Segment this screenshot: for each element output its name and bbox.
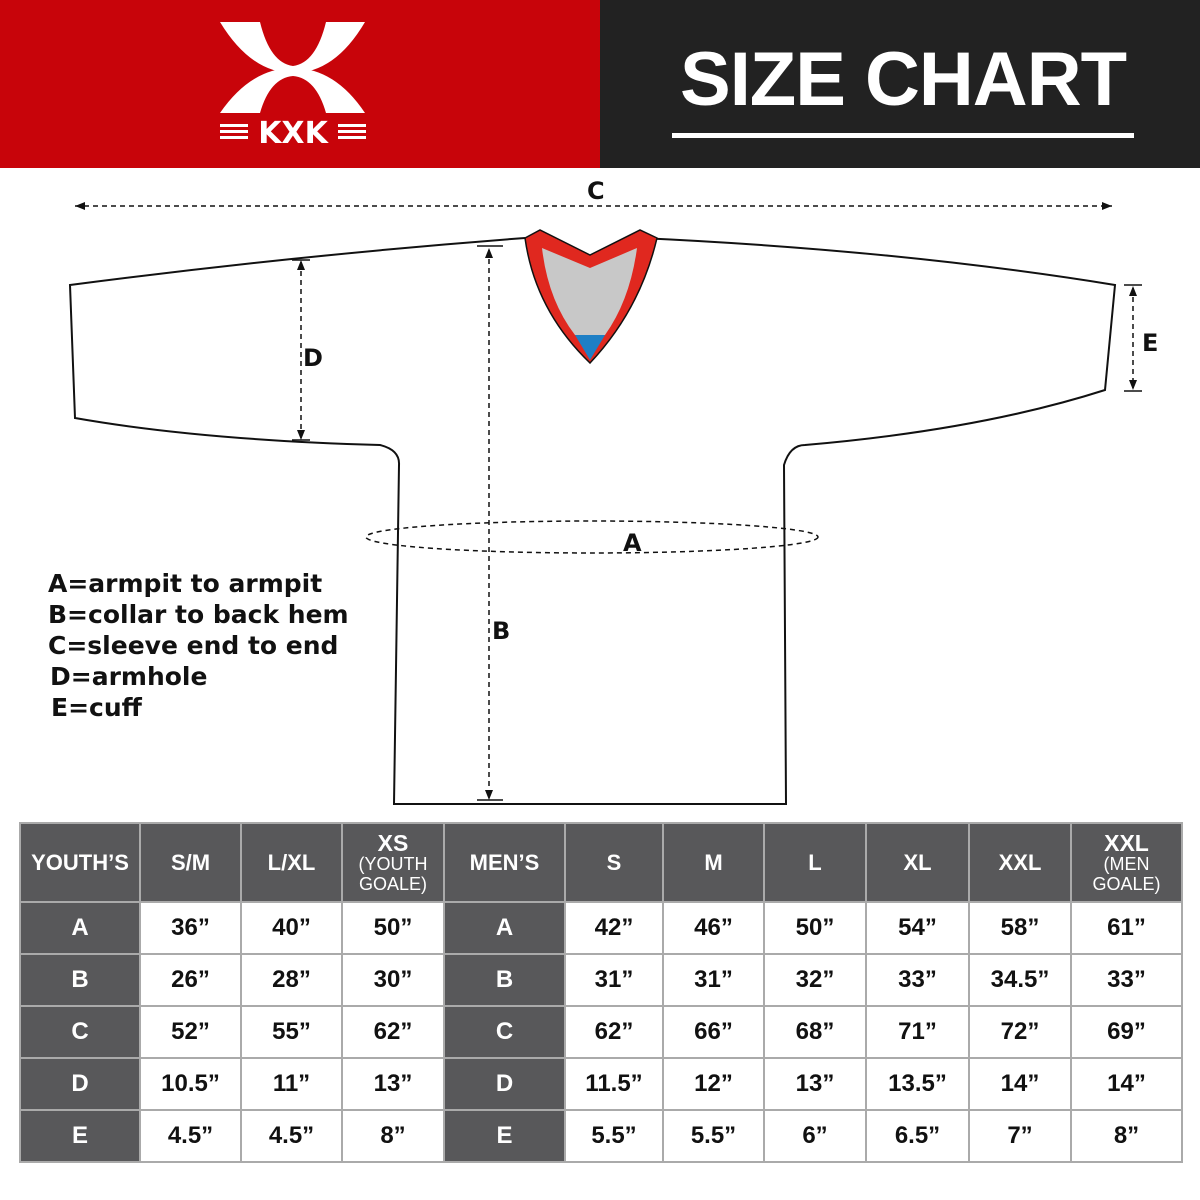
jersey-diagram: [68, 202, 1142, 805]
men-value: 54”: [865, 901, 970, 955]
men-value: 5.5”: [662, 1109, 765, 1163]
men-header: MEN’S: [443, 822, 566, 903]
row-key: E: [443, 1109, 566, 1163]
men-value: 34.5”: [968, 953, 1072, 1007]
size-note: GOALE): [1092, 873, 1161, 894]
row-key: B: [19, 953, 141, 1007]
table-row: E 4.5” 4.5” 8” E 5.5” 5.5” 6” 6.5” 7” 8”: [19, 1109, 1183, 1163]
youth-value: 40”: [240, 901, 343, 955]
men-value: 8”: [1070, 1109, 1183, 1163]
row-key: E: [19, 1109, 141, 1163]
men-value: 13”: [763, 1057, 867, 1111]
table-header-row: YOUTH’S S/M L/XL XS (YOUTH GOALE) MEN’S S M L XL XX…: [19, 822, 1183, 903]
men-value: 14”: [1070, 1057, 1183, 1111]
kxk-logo: KXK: [220, 22, 366, 148]
legend-item: E=cuff: [51, 693, 142, 722]
title-banner: [600, 0, 1200, 168]
men-value: 61”: [1070, 901, 1183, 955]
row-key: C: [443, 1005, 566, 1059]
size-header: M: [662, 822, 765, 903]
men-value: 31”: [564, 953, 664, 1007]
legend-item: A=armpit to armpit: [48, 569, 323, 598]
men-value: 32”: [763, 953, 867, 1007]
size-header: S: [564, 822, 664, 903]
men-value: 42”: [564, 901, 664, 955]
youth-value: 4.5”: [240, 1109, 343, 1163]
men-value: 11.5”: [564, 1057, 664, 1111]
size-note: (MEN: [1103, 853, 1150, 874]
row-key: B: [443, 953, 566, 1007]
row-key: D: [443, 1057, 566, 1111]
youth-value: 11”: [240, 1057, 343, 1111]
row-key: C: [19, 1005, 141, 1059]
youth-value: 10.5”: [139, 1057, 242, 1111]
measurement-legend: A=armpit to armpit B=collar to back hem …: [48, 568, 349, 723]
row-key: D: [19, 1057, 141, 1111]
legend-item: D=armhole: [50, 662, 208, 691]
size-header: XXL: [968, 822, 1072, 903]
row-key: A: [443, 901, 566, 955]
svg-text:KXK: KXK: [258, 116, 329, 148]
men-value: 5.5”: [564, 1109, 664, 1163]
size-name: XXL: [1104, 829, 1149, 856]
table-row: A 36” 40” 50” A 42” 46” 50” 54” 58” 61”: [19, 901, 1183, 955]
size-header: L: [763, 822, 867, 903]
men-value: 33”: [1070, 953, 1183, 1007]
legend-item: C=sleeve end to end: [48, 631, 339, 660]
youth-value: 4.5”: [139, 1109, 242, 1163]
youth-header: YOUTH’S: [19, 822, 141, 903]
size-note: GOALE): [358, 873, 428, 894]
youth-value: 55”: [240, 1005, 343, 1059]
youth-value: 50”: [341, 901, 445, 955]
men-value: 12”: [662, 1057, 765, 1111]
men-value: 68”: [763, 1005, 867, 1059]
men-value: 72”: [968, 1005, 1072, 1059]
label-b: B: [492, 617, 511, 645]
table-row: B 26” 28” 30” B 31” 31” 32” 33” 34.5” 33”: [19, 953, 1183, 1007]
youth-value: 52”: [139, 1005, 242, 1059]
youth-value: 30”: [341, 953, 445, 1007]
men-value: 58”: [968, 901, 1072, 955]
size-header: XXL (MEN GOALE): [1070, 822, 1183, 903]
men-value: 6.5”: [865, 1109, 970, 1163]
size-header: L/XL: [240, 822, 343, 903]
label-a: A: [623, 529, 642, 557]
size-header: S/M: [139, 822, 242, 903]
men-value: 50”: [763, 901, 867, 955]
men-value: 7”: [968, 1109, 1072, 1163]
men-value: 66”: [662, 1005, 765, 1059]
youth-value: 26”: [139, 953, 242, 1007]
men-value: 6”: [763, 1109, 867, 1163]
label-d: D: [303, 344, 323, 372]
youth-value: 36”: [139, 901, 242, 955]
men-value: 46”: [662, 901, 765, 955]
size-header: XS (YOUTH GOALE): [341, 822, 445, 903]
row-key: A: [19, 901, 141, 955]
men-value: 33”: [865, 953, 970, 1007]
men-value: 71”: [865, 1005, 970, 1059]
youth-value: 13”: [341, 1057, 445, 1111]
men-value: 13.5”: [865, 1057, 970, 1111]
men-value: 62”: [564, 1005, 664, 1059]
youth-value: 62”: [341, 1005, 445, 1059]
legend-item: B=collar to back hem: [48, 600, 349, 629]
page-title: SIZE CHART: [680, 37, 1127, 122]
table-row: D 10.5” 11” 13” D 11.5” 12” 13” 13.5” 14” 14”: [19, 1057, 1183, 1111]
size-name: XS: [377, 829, 409, 856]
size-note: (YOUTH: [358, 853, 428, 874]
size-header: XL: [865, 822, 970, 903]
men-value: 31”: [662, 953, 765, 1007]
size-table: YOUTH’S S/M L/XL XS (YOUTH GOALE) MEN’S S M L XL XX…: [19, 822, 1183, 1163]
men-value: 14”: [968, 1057, 1072, 1111]
men-value: 69”: [1070, 1005, 1183, 1059]
youth-value: 28”: [240, 953, 343, 1007]
table-row: C 52” 55” 62” C 62” 66” 68” 71” 72” 69”: [19, 1005, 1183, 1059]
label-c: C: [587, 177, 605, 205]
title-underline: [672, 133, 1134, 138]
youth-value: 8”: [341, 1109, 445, 1163]
label-e: E: [1142, 329, 1159, 357]
